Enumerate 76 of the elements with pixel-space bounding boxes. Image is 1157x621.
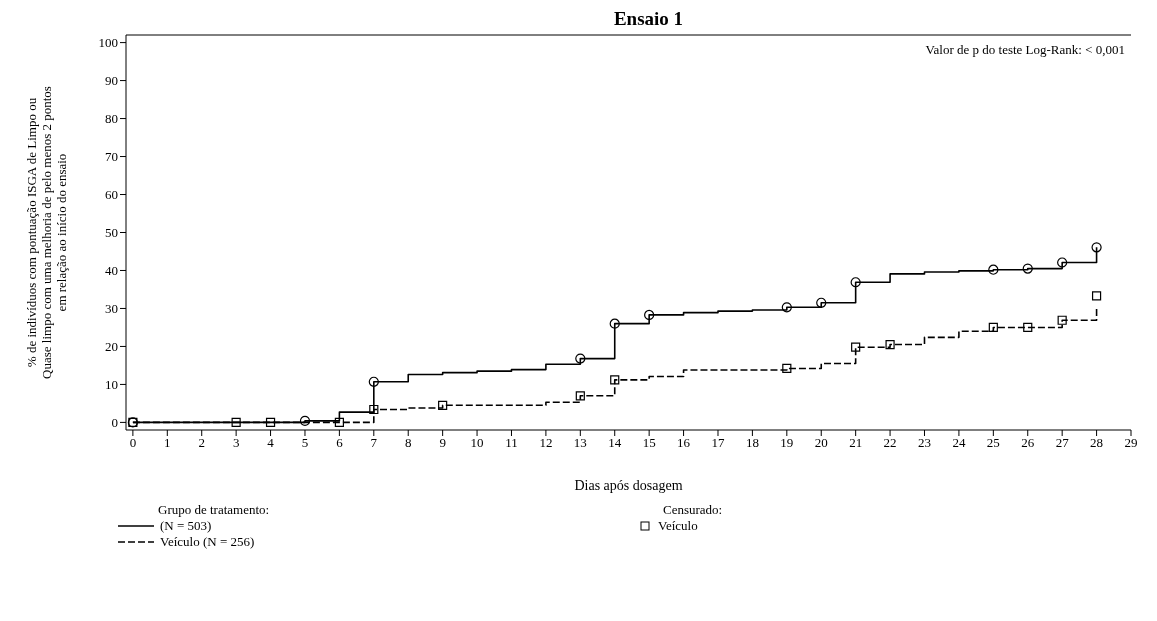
x-tick-label: 12: [539, 435, 553, 451]
point: [369, 404, 379, 415]
y-tick-label: 30: [105, 301, 118, 317]
point: [816, 297, 827, 308]
x-tick-label: 24: [952, 435, 966, 451]
x-tick-label: 4: [267, 435, 275, 451]
x-tick-label: 28: [1090, 435, 1104, 451]
x-tick-label: 23: [917, 435, 931, 451]
x-tick-label: 13: [573, 435, 587, 451]
x-tick-label: 7: [370, 435, 378, 451]
y-tick-label: 100: [98, 35, 118, 51]
x-tick-label: 27: [1055, 435, 1070, 451]
point: [575, 391, 585, 401]
point: [1057, 257, 1068, 268]
x-tick-label: 2: [198, 435, 205, 451]
legend-title: Grupo de tratamento:: [158, 502, 271, 518]
y-tick-label: 50: [105, 225, 118, 241]
x-tick-label: 20: [814, 435, 828, 451]
y-tick-label: 60: [105, 187, 118, 203]
x-tick-label: 9: [439, 435, 446, 451]
x-tick-label: 10: [470, 435, 484, 451]
legend-label: Veículo (N = 256): [160, 534, 255, 550]
x-tick-label: 14: [608, 435, 622, 451]
x-tick-label: 3: [232, 435, 240, 451]
point: [782, 363, 792, 374]
y-tick-label: 80: [105, 111, 118, 127]
x-tick-label: 21: [849, 435, 863, 451]
y-tick-label: 20: [105, 339, 118, 355]
text: Censurado:: [663, 502, 723, 518]
point: [850, 277, 861, 288]
x-tick-label: 0: [129, 435, 137, 451]
annotation: Valor de p do teste Log-Rank: < 0,001: [925, 42, 1125, 58]
x-tick-label: 22: [883, 435, 897, 451]
legend-label: Veículo: [658, 518, 698, 534]
point: [644, 309, 655, 321]
x-tick-label: 19: [780, 435, 794, 451]
point: [299, 415, 311, 426]
y-tick-label: 0: [111, 415, 118, 431]
x-tick-label: 29: [1124, 435, 1138, 451]
x-tick-label: 1: [164, 435, 171, 451]
point: [1091, 242, 1102, 253]
y-tick-label: 10: [105, 377, 118, 393]
x-tick-label: 18: [745, 435, 759, 451]
point: [610, 375, 620, 385]
x-axis-title: Dias após dosagem: [574, 478, 683, 493]
point: [851, 342, 861, 352]
point: [1057, 315, 1067, 325]
point: [265, 417, 276, 427]
y-axis-title: % de indivíduos com pontuação ISGA de Limpo ou Quase limpo com uma melhoria de pelo menos 2 pontos em relação ao início do ensaio: [24, 86, 69, 379]
x-tick-label: 26: [1021, 435, 1035, 451]
point: [231, 417, 241, 427]
point: [368, 376, 379, 387]
point: [1023, 322, 1033, 333]
x-tick-label: 16: [677, 435, 691, 451]
y-tick-label: 40: [105, 263, 118, 279]
point: [988, 322, 998, 333]
point: [438, 400, 448, 410]
point: [575, 353, 586, 364]
y-tick-label: 90: [105, 73, 118, 89]
point: [609, 318, 620, 329]
x-tick-label: 25: [986, 435, 1000, 451]
point: [781, 302, 792, 313]
x-tick-label: 11: [505, 435, 518, 451]
point: [334, 417, 344, 427]
point: [1091, 291, 1102, 301]
y-tick-label: 70: [105, 149, 118, 165]
x-tick-label: 6: [336, 435, 344, 451]
legend-label: (N = 503): [160, 518, 212, 534]
point: [1022, 263, 1033, 274]
x-tick-label: 5: [301, 435, 309, 451]
point: [988, 264, 999, 275]
chart-title: Ensaio 1: [612, 8, 685, 30]
x-tick-label: 15: [642, 435, 656, 451]
point: [885, 339, 895, 350]
x-tick-label: 8: [404, 435, 412, 451]
x-tick-label: 17: [711, 435, 725, 451]
